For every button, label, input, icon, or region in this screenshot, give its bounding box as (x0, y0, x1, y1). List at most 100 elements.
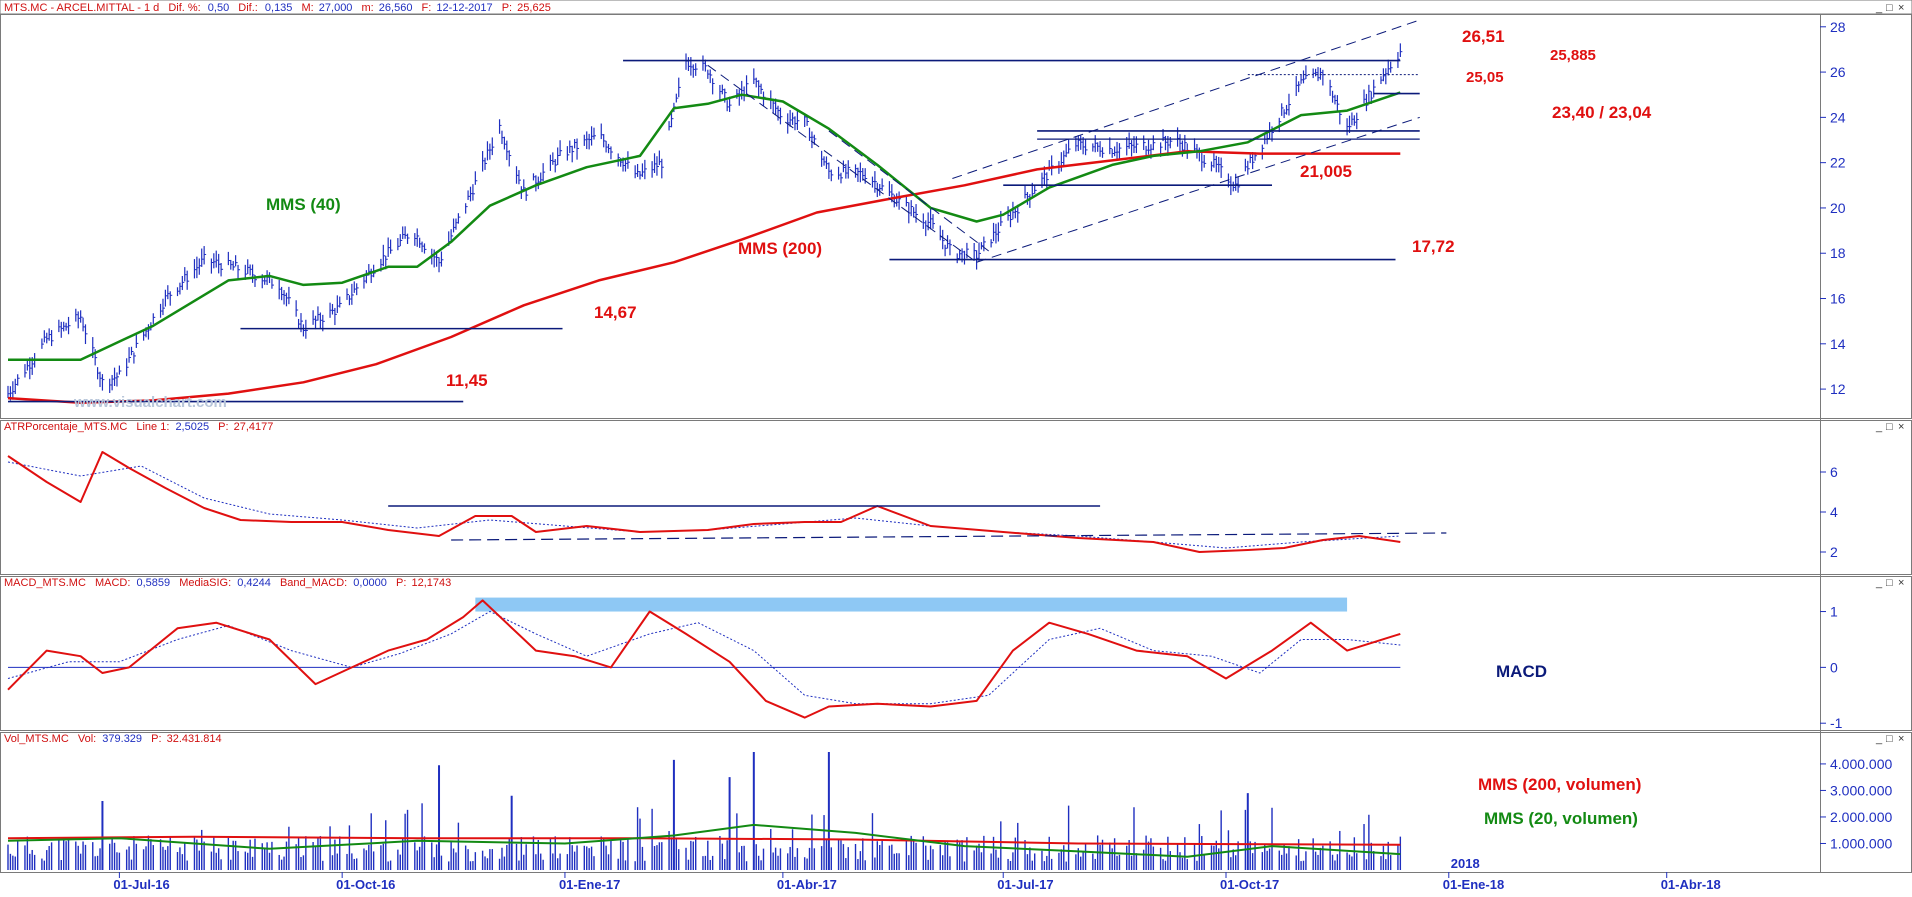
y-tick-label: 20 (1830, 200, 1846, 216)
price-value: 25,625 (517, 2, 551, 14)
y-tick-label: -1 (1830, 715, 1843, 731)
macd-label: MACD: (95, 577, 130, 589)
macd-sig-label: MediaSIG: (179, 577, 231, 589)
trend-channel-line (952, 19, 1420, 179)
year-marker: 2018 (1451, 856, 1480, 871)
y-tick-label: 4.000.000 (1830, 756, 1892, 772)
atr-minimize-icon[interactable]: _ (1875, 421, 1883, 433)
date-value: 12-12-2017 (436, 2, 492, 14)
x-tick-label: 01-Oct-16 (336, 877, 395, 892)
vol-close-icon[interactable]: × (1898, 733, 1904, 745)
vol-label: Vol: (78, 733, 96, 745)
min-label: m: (362, 2, 374, 14)
y-tick-label: 6 (1830, 464, 1838, 480)
y-tick-label: 1 (1830, 604, 1838, 620)
level-label: 21,005 (1300, 162, 1352, 181)
svg-text:Vol_MTS.MC Vol: 37: Vol_MTS.MC Vol: 379.329 P: 32.431.814 (4, 733, 222, 745)
labels-layer: 121416182022242628246-1011.000.0002.000.… (113, 19, 1892, 892)
marks-layer (7, 19, 1447, 870)
minimize-icon[interactable]: _ (1875, 2, 1883, 14)
atr-panel-frame (0, 420, 1912, 575)
y-tick-label: 14 (1830, 336, 1846, 352)
level-label: 11,45 (446, 371, 488, 390)
level-label: 14,67 (594, 303, 637, 322)
macd-line (7, 599, 1401, 719)
macd-band-label: Band_MACD: (280, 577, 347, 589)
vol-window-controls: _ □ × (1875, 733, 1904, 745)
panel-frames (0, 14, 1912, 873)
y-tick-label: 2 (1830, 544, 1838, 560)
y-tick-label: 3.000.000 (1830, 782, 1892, 798)
macd-annotation: MACD (1496, 662, 1547, 681)
x-tick-label: 01-Jul-16 (113, 877, 169, 892)
y-tick-label: 16 (1830, 291, 1846, 307)
vol-mms200-line (7, 835, 1401, 846)
dif-value: 0,135 (265, 2, 293, 14)
macd-restore-icon[interactable]: □ (1886, 577, 1893, 589)
macd-highlight-band (475, 597, 1348, 612)
vol20-annotation: MMS (20, volumen) (1484, 809, 1638, 828)
x-tick-label: 01-Ene-18 (1443, 877, 1504, 892)
trend-channel-line (976, 116, 1420, 263)
svg-text:ATRPorcentaje_MTS.MC Lin: ATRPorcentaje_MTS.MC Line 1: 2,5025 P: 2… (4, 421, 273, 433)
mms200-annotation: MMS (200) (738, 239, 822, 258)
macd-p-value: 12,1743 (411, 577, 451, 589)
atr-line-label: Line 1: (136, 421, 169, 433)
trend-channel-line (707, 64, 977, 263)
macd-band-value: 0,0000 (353, 577, 387, 589)
atr-line (7, 451, 1401, 553)
mms200-line (7, 150, 1401, 404)
x-tick-label: 01-Ene-17 (559, 877, 620, 892)
trend-channel-line (828, 130, 989, 252)
atr-p-label: P: (218, 421, 228, 433)
atr-restore-icon[interactable]: □ (1886, 421, 1893, 433)
macd-p-label: P: (396, 577, 406, 589)
watermark: www.visualchart.com (73, 394, 227, 411)
restore-icon[interactable]: □ (1886, 2, 1893, 14)
y-tick-label: 4 (1830, 504, 1838, 520)
date-label: F: (422, 2, 432, 14)
window-controls: _ □ × (1875, 2, 1904, 14)
dif-pct-value: 0,50 (208, 2, 229, 14)
y-tick-label: 22 (1830, 155, 1846, 171)
atr-line-value: 2,5025 (175, 421, 209, 433)
vol-minimize-icon[interactable]: _ (1875, 733, 1883, 745)
x-tick-label: 01-Oct-17 (1220, 877, 1279, 892)
close-icon[interactable]: × (1898, 2, 1904, 14)
level-label: 25,885 (1550, 47, 1596, 64)
min-value: 26,560 (379, 2, 413, 14)
price-header: MTS.MC - ARCEL.MITTAL - 1 d Dif. %: 0,50… (0, 0, 1912, 15)
y-tick-label: 0 (1830, 659, 1838, 675)
macd-value: 0,5859 (136, 577, 170, 589)
svg-text:MTS.MC - ARCEL.MITTAL - 1 d: MTS.MC - ARCEL.MITTAL - 1 d Dif. %: 0,50… (4, 2, 551, 14)
macd-window-controls: _ □ × (1875, 577, 1904, 589)
atr-close-icon[interactable]: × (1898, 421, 1904, 433)
atr-header: ATRPorcentaje_MTS.MC Line 1: 2,5025 P: 2… (4, 421, 1904, 433)
atr-p-value: 27,4177 (234, 421, 274, 433)
macd-close-icon[interactable]: × (1898, 577, 1904, 589)
y-tick-label: 12 (1830, 381, 1846, 397)
y-tick-label: 24 (1830, 109, 1846, 125)
level-label: 25,05 (1466, 69, 1504, 86)
macd-minimize-icon[interactable]: _ (1875, 577, 1883, 589)
level-label: 23,40 / 23,04 (1552, 103, 1652, 122)
y-tick-label: 2.000.000 (1830, 809, 1892, 825)
svg-text:MACD_MTS.MC MACD:: MACD_MTS.MC MACD: 0,5859 MediaSIG: 0,424… (4, 577, 451, 589)
vol-mms20-line (7, 823, 1401, 858)
atr-media-line (7, 461, 1401, 549)
max-label: M: (301, 2, 313, 14)
x-tick-label: 01-Abr-18 (1661, 877, 1721, 892)
volume-header: Vol_MTS.MC Vol: 379.329 P: 32.431.814 _ … (4, 733, 1904, 745)
price-bars (7, 43, 1403, 401)
mms40-annotation: MMS (40) (266, 195, 341, 214)
volume-bars (7, 751, 1402, 870)
macd-signal-line (7, 611, 1401, 705)
vol-restore-icon[interactable]: □ (1886, 733, 1893, 745)
atr-level-line (451, 532, 1447, 541)
macd-sig-value: 0,4244 (237, 577, 271, 589)
atr-window-controls: _ □ × (1875, 421, 1904, 433)
y-tick-label: 26 (1830, 64, 1846, 80)
level-label: 17,72 (1412, 237, 1455, 256)
